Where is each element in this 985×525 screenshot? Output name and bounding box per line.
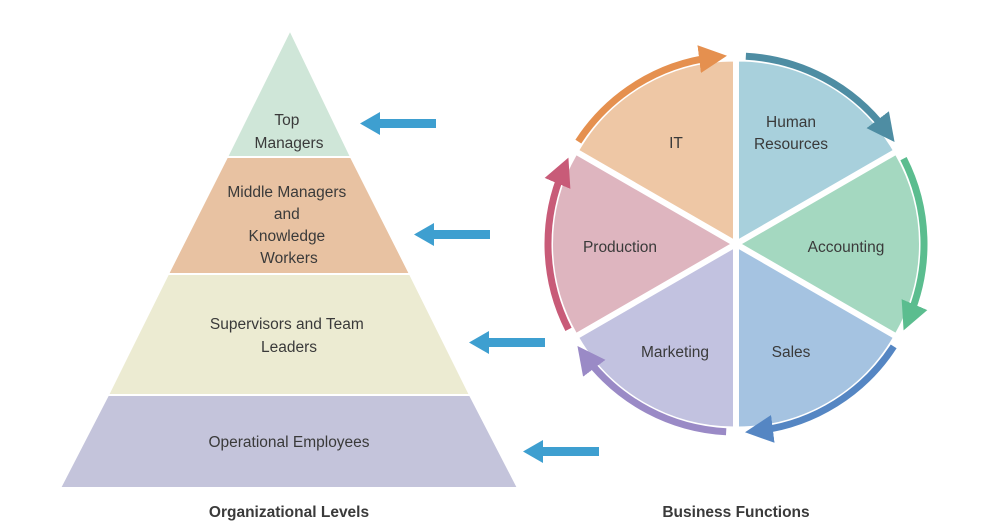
business-functions-caption: Business Functions	[662, 504, 809, 521]
svg-text:Middle Managers and: Middle Managers and Knowledge Workers	[227, 184, 350, 267]
wheel-arrow-it-icon	[575, 45, 727, 144]
middle-managers-label-line-1: Middle Managers	[227, 184, 346, 201]
supervisors-label-line-1: Supervisors and Team	[210, 316, 364, 333]
wheel-segment-sales-label-line-1: Sales	[772, 344, 811, 361]
wheel-segment-human-resources-label-line-2: Resources	[754, 136, 828, 153]
svg-text:Operational Employees: Operational Employees	[208, 434, 369, 451]
arrow-operational-employees-icon	[523, 440, 599, 463]
wheel-arrow-human-resources-icon	[745, 52, 895, 143]
wheel-segment-marketing: Marketing	[576, 245, 735, 436]
connector-arrows	[360, 112, 599, 463]
wheel-segment-human-resources-label-line-1: Human	[766, 114, 816, 131]
organizational-levels-caption: Organizational Levels	[209, 504, 369, 521]
svg-text:Production: Production	[583, 239, 657, 256]
pyramid-level-operational-employees-shape	[58, 394, 520, 489]
wheel-segment-human-resources: Human Resources	[737, 52, 896, 243]
wheel-segment-it: IT	[575, 45, 735, 243]
pyramid-level-operational-employees: Operational Employees	[58, 394, 520, 489]
wheel-arrow-production-icon	[544, 157, 572, 331]
middle-managers-label-line-2: and	[274, 206, 300, 223]
wheel-segment-accounting: Accounting	[737, 152, 928, 336]
supervisors-label-line-2: Leaders	[261, 339, 317, 356]
wheel-segment-sales: Sales	[737, 245, 897, 443]
svg-text:IT: IT	[669, 135, 683, 152]
top-managers-label-line-1: Top	[274, 112, 299, 129]
arrow-supervisors-icon	[469, 331, 545, 354]
wheel-arrow-marketing-icon	[577, 345, 727, 436]
operational-employees-label: Operational Employees	[208, 434, 369, 451]
wheel-segment-production: Production	[544, 152, 735, 336]
wheel-segment-production-label-line-1: Production	[583, 239, 657, 256]
svg-text:Supervisors and Team L: Supervisors and Team Leaders	[210, 316, 368, 356]
wheel-arrow-sales-icon	[745, 344, 897, 443]
wheel-arrow-accounting-icon	[900, 157, 928, 331]
top-managers-label-line-2: Managers	[255, 135, 324, 152]
svg-text:Accounting: Accounting	[808, 239, 885, 256]
middle-managers-label-line-3: Knowledge	[248, 228, 325, 245]
pyramid-level-top-managers: Top Managers	[225, 27, 353, 158]
arrow-top-managers-icon	[360, 112, 436, 135]
svg-text:Marketing: Marketing	[641, 344, 709, 361]
business-functions-wheel: Human Resources Accounting Sales Marketing Pr…	[544, 45, 928, 443]
svg-text:Sales: Sales	[772, 344, 811, 361]
pyramid: Top Managers Middle Managers and Knowled…	[58, 27, 520, 489]
pyramid-level-supervisors: Supervisors and Team Leaders	[106, 273, 472, 396]
middle-managers-label-line-4: Workers	[260, 250, 318, 267]
wheel-segment-it-label-line-1: IT	[669, 135, 683, 152]
arrow-middle-managers-icon	[414, 223, 490, 246]
svg-text:Top Managers: Top Managers	[255, 112, 324, 152]
wheel-segment-accounting-label-line-1: Accounting	[808, 239, 885, 256]
wheel-segment-marketing-label-line-1: Marketing	[641, 344, 709, 361]
pyramid-level-middle-managers: Middle Managers and Knowledge Workers	[166, 156, 412, 275]
pyramid-level-supervisors-shape	[106, 273, 472, 396]
